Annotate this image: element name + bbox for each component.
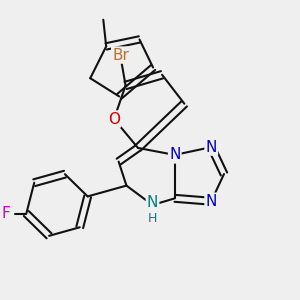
Text: O: O <box>108 112 120 127</box>
Text: N: N <box>169 147 181 162</box>
Text: N: N <box>147 195 158 210</box>
Text: H: H <box>148 212 157 224</box>
Text: Br: Br <box>112 48 129 63</box>
Text: N: N <box>206 140 217 154</box>
Text: F: F <box>2 206 11 221</box>
Text: N: N <box>206 194 217 209</box>
